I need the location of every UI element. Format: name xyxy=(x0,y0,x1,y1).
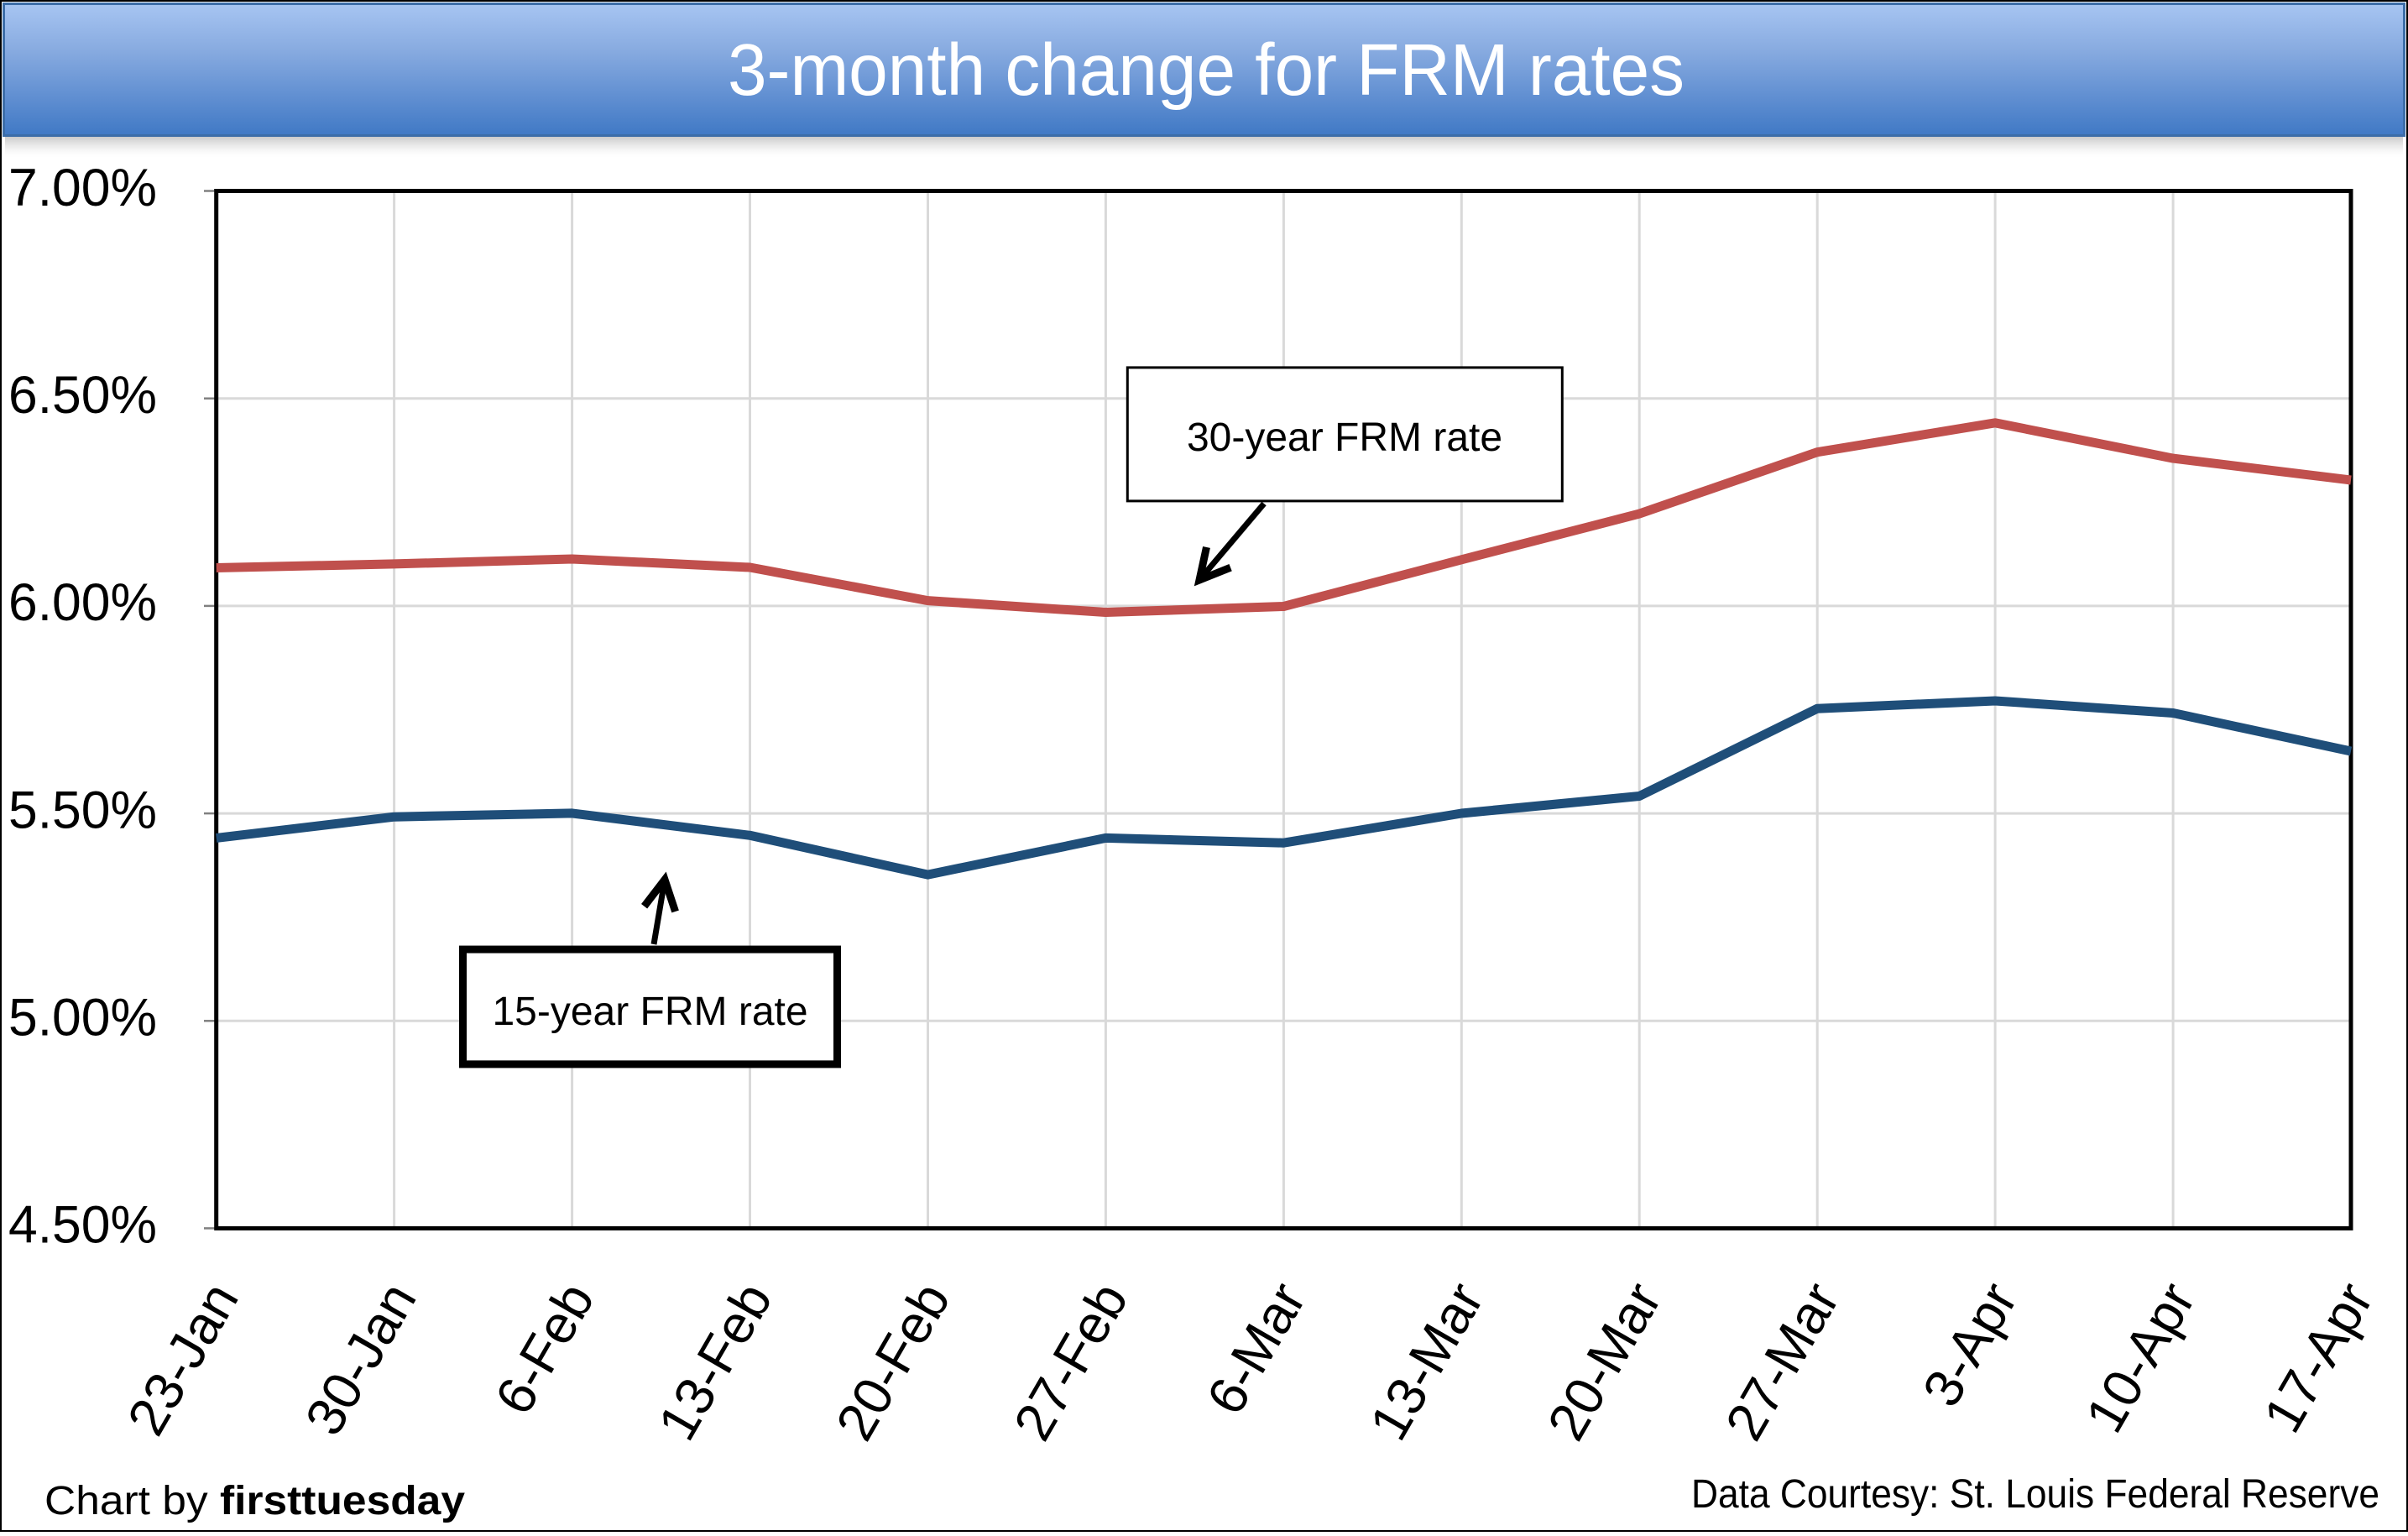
svg-text:7.00%: 7.00% xyxy=(8,159,157,217)
svg-text:Chart by firsttuesday: Chart by firsttuesday xyxy=(44,1479,465,1523)
svg-text:Data Courtesy: St. Louis Feder: Data Courtesy: St. Louis Federal Reserve xyxy=(1691,1472,2379,1517)
svg-text:6.50%: 6.50% xyxy=(8,366,157,425)
svg-text:15-year FRM rate: 15-year FRM rate xyxy=(492,990,807,1034)
svg-text:3-month change for FRM rates: 3-month change for FRM rates xyxy=(728,29,1685,111)
svg-text:4.50%: 4.50% xyxy=(8,1196,157,1255)
svg-text:5.00%: 5.00% xyxy=(8,989,157,1048)
svg-text:30-year FRM rate: 30-year FRM rate xyxy=(1187,415,1502,460)
svg-text:6.00%: 6.00% xyxy=(8,573,157,632)
svg-text:5.50%: 5.50% xyxy=(8,781,157,839)
